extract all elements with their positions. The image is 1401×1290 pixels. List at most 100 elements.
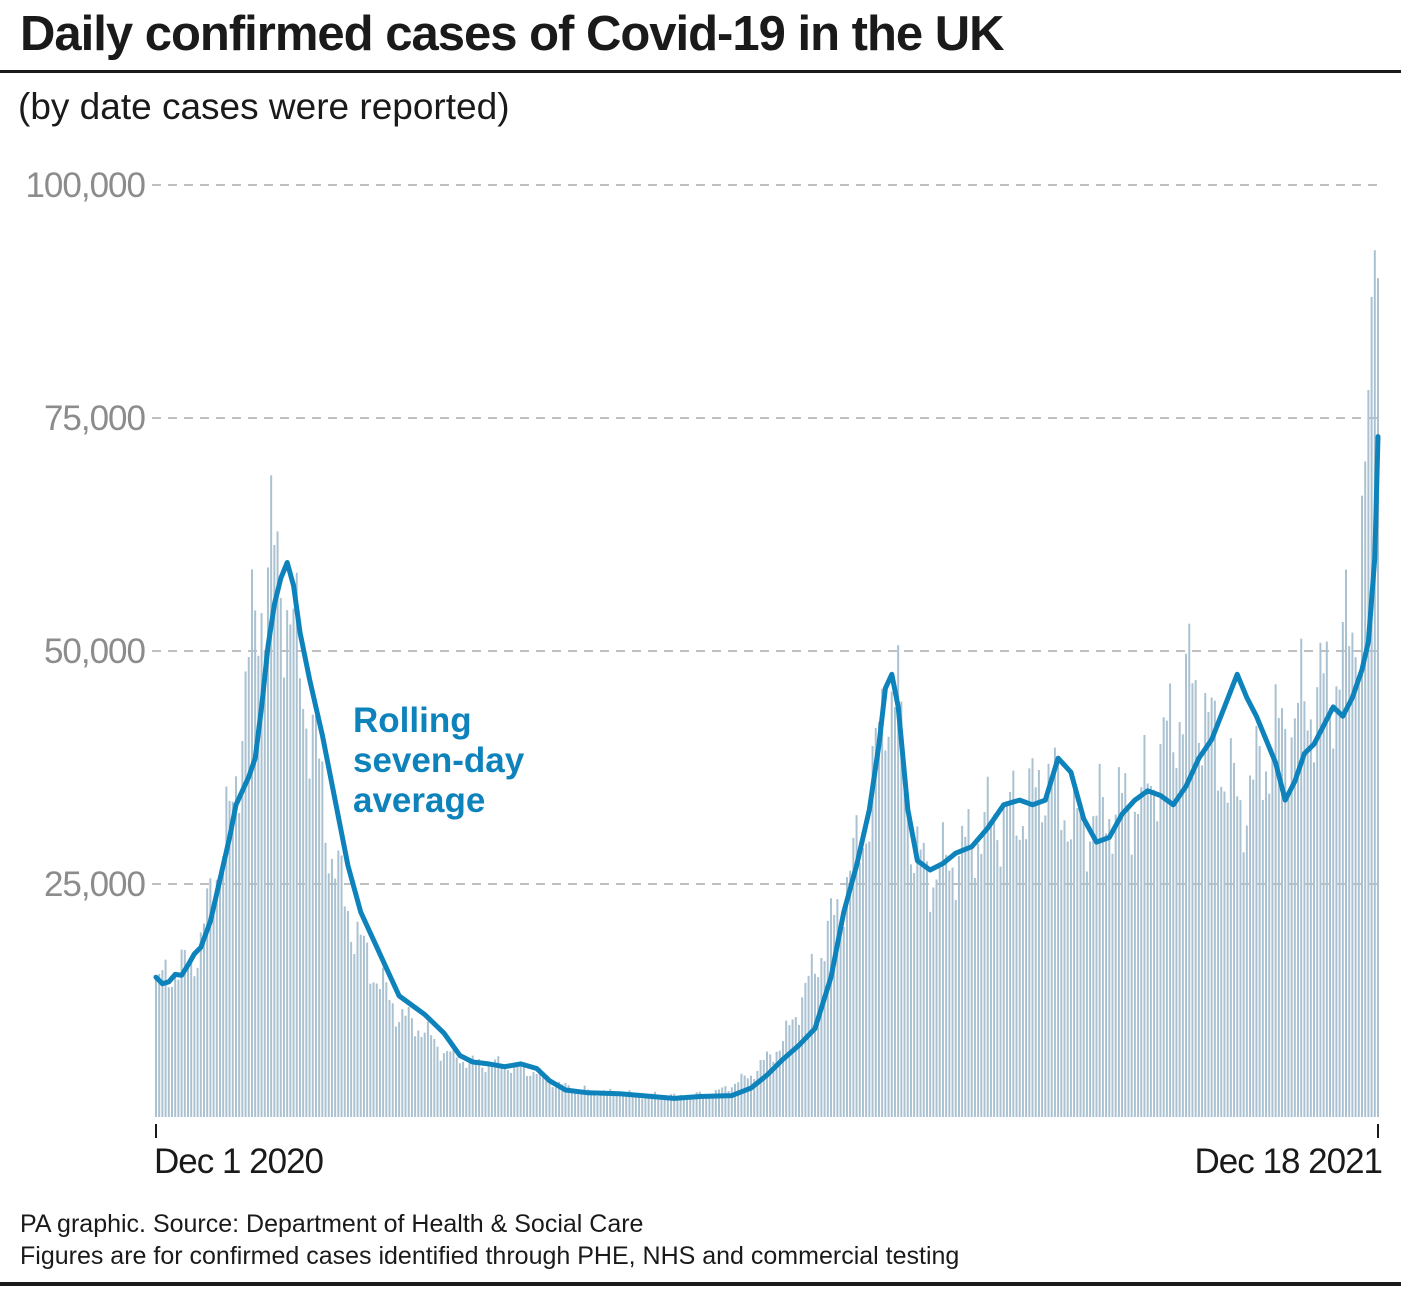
daily-case-bar: [308, 778, 311, 1117]
daily-case-bar: [702, 1095, 705, 1117]
daily-case-bar: [1268, 793, 1271, 1117]
daily-case-bar: [750, 1075, 752, 1117]
daily-case-bar: [314, 715, 317, 1117]
daily-case-bar: [545, 1080, 548, 1117]
daily-case-bar: [788, 1025, 791, 1117]
daily-case-bar: [465, 1067, 468, 1117]
daily-case-bar: [350, 941, 353, 1117]
daily-case-bar: [679, 1094, 682, 1117]
daily-case-bar: [583, 1085, 586, 1117]
daily-case-bar: [1143, 734, 1146, 1117]
daily-case-bar: [292, 608, 295, 1117]
daily-case-bar: [174, 975, 177, 1117]
daily-case-bar: [1373, 250, 1376, 1118]
daily-case-bar: [1140, 787, 1143, 1117]
daily-case-bar: [340, 855, 343, 1117]
daily-case-bar: [244, 671, 247, 1117]
daily-case-bar: [1060, 830, 1063, 1117]
daily-case-bar: [849, 870, 852, 1117]
daily-case-bar: [382, 967, 385, 1117]
daily-case-bar: [375, 983, 378, 1117]
daily-case-bar: [817, 977, 820, 1117]
footer-note: Figures are for confirmed cases identifi…: [20, 1242, 960, 1270]
daily-case-bar: [353, 954, 356, 1117]
daily-case-bar: [1367, 390, 1370, 1117]
daily-case-bar: [1121, 793, 1124, 1117]
daily-case-bar: [1300, 638, 1303, 1117]
annotation-line: Rolling: [353, 701, 472, 740]
daily-case-bar: [1194, 680, 1197, 1117]
daily-case-bar: [852, 837, 855, 1117]
daily-case-bar: [522, 1065, 525, 1117]
daily-case-bar: [401, 1009, 404, 1117]
daily-case-bar: [606, 1091, 609, 1117]
daily-case-bar: [442, 1053, 445, 1117]
daily-case-bar: [561, 1084, 564, 1117]
daily-case-bar: [247, 657, 250, 1117]
daily-case-bar: [343, 906, 346, 1117]
daily-case-bar: [1181, 734, 1184, 1117]
daily-case-bar: [644, 1094, 647, 1117]
daily-case-bar: [957, 856, 960, 1117]
daily-case-bar: [845, 877, 848, 1117]
daily-case-bar: [212, 909, 215, 1117]
daily-case-bar: [871, 746, 874, 1117]
daily-case-bar: [1162, 717, 1165, 1117]
daily-case-bar: [1252, 779, 1255, 1117]
daily-case-bar: [1242, 852, 1245, 1117]
daily-case-bar: [829, 898, 832, 1117]
daily-case-bar: [161, 970, 164, 1117]
daily-case-bar: [1175, 768, 1178, 1117]
daily-case-bar: [311, 714, 314, 1117]
daily-case-bar: [471, 1055, 474, 1117]
daily-case-bar: [167, 987, 170, 1117]
daily-case-bar: [458, 1063, 461, 1117]
daily-case-bar: [337, 850, 340, 1117]
daily-case-bar: [893, 707, 896, 1117]
daily-case-bar: [183, 949, 186, 1117]
daily-case-bar: [487, 1063, 490, 1117]
daily-case-bar: [1018, 839, 1021, 1117]
footer-source: PA graphic. Source: Department of Health…: [20, 1210, 644, 1238]
daily-case-bar: [420, 1036, 423, 1117]
daily-case-bar: [1239, 800, 1242, 1117]
daily-case-bar: [526, 1075, 529, 1117]
daily-case-bar: [1085, 871, 1088, 1117]
daily-case-bar: [426, 1021, 429, 1117]
daily-case-bar: [209, 878, 212, 1117]
daily-case-bar: [778, 1050, 781, 1117]
y-tick-label-25000: 25,000: [44, 865, 146, 904]
daily-case-bar: [298, 678, 301, 1117]
daily-case-bar: [989, 820, 992, 1117]
daily-case-bar: [542, 1071, 545, 1117]
daily-case-bar: [241, 740, 244, 1117]
daily-case-bar: [548, 1080, 551, 1117]
x-tick-label: Dec 18 2021: [1195, 1142, 1382, 1181]
y-tick-label-75000: 75,000: [44, 399, 146, 438]
daily-case-bar: [1117, 767, 1120, 1117]
daily-case-bar: [1108, 819, 1111, 1117]
daily-case-bar: [906, 805, 909, 1117]
daily-case-bar: [1092, 816, 1095, 1117]
daily-case-bar: [1165, 720, 1168, 1117]
daily-case-bar: [1069, 839, 1072, 1117]
daily-case-bar: [394, 1026, 397, 1117]
daily-case-bar: [913, 873, 916, 1117]
daily-case-bar: [1287, 794, 1290, 1117]
daily-case-bar: [1341, 621, 1344, 1117]
y-tick-label-100000: 100,000: [25, 166, 145, 205]
daily-case-bar: [919, 849, 922, 1117]
daily-case-bar: [580, 1090, 583, 1117]
daily-case-bar: [833, 914, 836, 1117]
daily-case-bar: [868, 841, 871, 1117]
daily-case-bar: [1185, 653, 1188, 1117]
daily-case-bar: [945, 854, 948, 1117]
daily-case-bar: [1178, 722, 1181, 1117]
daily-case-bar: [782, 1041, 784, 1117]
daily-case-bar: [266, 567, 269, 1117]
daily-case-bar: [391, 1003, 394, 1117]
daily-case-bar: [718, 1089, 720, 1117]
daily-case-bar: [1028, 768, 1031, 1117]
daily-case-bar: [1274, 684, 1277, 1117]
daily-case-bar: [215, 879, 218, 1117]
